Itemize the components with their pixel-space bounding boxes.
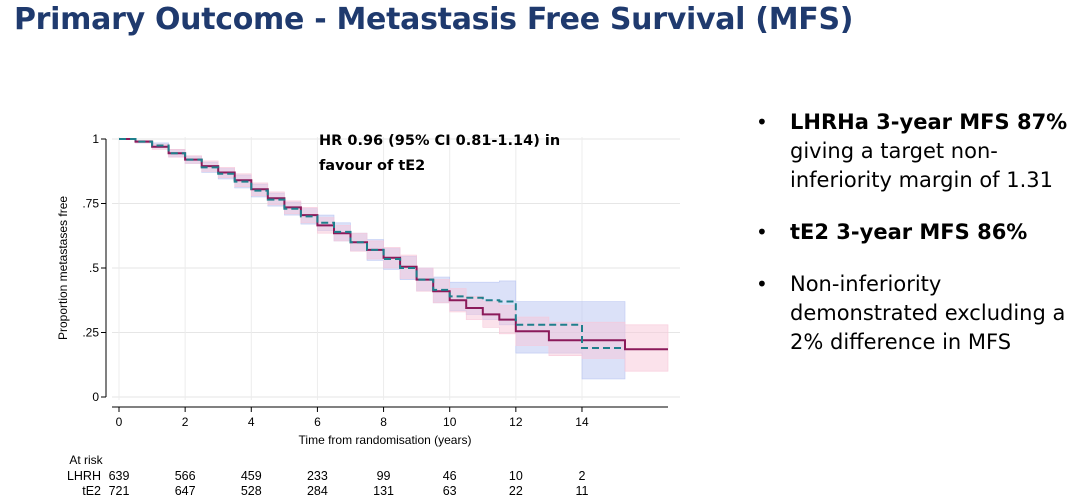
x-tick-label-4: 8 bbox=[380, 415, 387, 429]
x-axis-label: Time from randomisation (years) bbox=[299, 433, 472, 447]
at-risk-count-lhrh-2: 459 bbox=[241, 469, 262, 483]
at-risk-count-te2-4: 131 bbox=[373, 484, 394, 498]
at-risk-count-lhrh-3: 233 bbox=[307, 469, 328, 483]
at-risk-label-te2: tE2 bbox=[82, 484, 101, 498]
at-risk-count-lhrh-4: 99 bbox=[377, 469, 391, 483]
x-tick-label-7: 14 bbox=[575, 415, 589, 429]
x-tick-label-6: 12 bbox=[509, 415, 523, 429]
at-risk-count-lhrh-1: 566 bbox=[175, 469, 196, 483]
survival-curves bbox=[119, 138, 668, 351]
x-tick-label-0: 0 bbox=[116, 415, 123, 429]
ci-band-te2 bbox=[119, 138, 669, 372]
key-findings-list: • LHRHa 3-year MFS 87% giving a target no… bbox=[754, 108, 1074, 380]
curve-lhrh bbox=[119, 138, 625, 349]
hr-annotation-line-2: favour of tE2 bbox=[319, 158, 425, 174]
x-tick-label-5: 10 bbox=[443, 415, 457, 429]
y-tick-label-0: 0 bbox=[92, 390, 99, 404]
bullet-lhrha-mfs: • LHRHa 3-year MFS 87% giving a target no… bbox=[754, 108, 1074, 195]
at-risk-table: LHRH 639 566 459 233 99 46 10 2 tE2 721 647 528 284 13… bbox=[67, 469, 589, 498]
bullet-te2-mfs: • tE2 3-year MFS 86% bbox=[754, 218, 1074, 247]
y-tick-label-1: .25 bbox=[82, 326, 99, 340]
at-risk-count-te2-5: 63 bbox=[443, 484, 457, 498]
y-axis-label: Proportion metastases free bbox=[56, 196, 70, 340]
bullet-text: Non-inferiority demonstrated excluding a… bbox=[790, 272, 1066, 354]
at-risk-count-te2-1: 647 bbox=[175, 484, 196, 498]
at-risk-count-te2-6: 22 bbox=[509, 484, 523, 498]
y-tick-label-4: 1 bbox=[92, 132, 99, 146]
at-risk-title: At risk bbox=[69, 453, 103, 467]
at-risk-count-lhrh-5: 46 bbox=[443, 469, 457, 483]
km-chart: 0.25.5.751 0 2 4 6 8 10 12 14 Proportion metast… bbox=[56, 132, 680, 498]
y-tick-labels: 0 .25 .5 .75 1 bbox=[82, 132, 106, 404]
x-tick-label-3: 6 bbox=[314, 415, 321, 429]
x-tick-label-2: 4 bbox=[248, 415, 255, 429]
x-tick-labels: 0 2 4 6 8 10 12 14 bbox=[116, 407, 589, 429]
at-risk-count-te2-3: 284 bbox=[307, 484, 328, 498]
confidence-bands bbox=[119, 138, 669, 380]
at-risk-label-lhrh: LHRH bbox=[67, 469, 101, 483]
y-tick-label-3: .75 bbox=[82, 197, 99, 211]
at-risk-count-lhrh-0: 639 bbox=[109, 469, 130, 483]
bullet-non-inferiority: • Non-inferiority demonstrated excluding … bbox=[754, 270, 1074, 357]
bullet-text: giving a target non-inferiority margin o… bbox=[790, 139, 1053, 192]
slide-title: Primary Outcome - Metastasis Free Surviv… bbox=[14, 2, 854, 37]
bullet-dot-icon: • bbox=[756, 272, 768, 296]
at-risk-count-te2-2: 528 bbox=[241, 484, 262, 498]
bullet-dot-icon: • bbox=[756, 110, 768, 134]
y-tick-label-2: .5 bbox=[89, 261, 99, 275]
hr-annotation-line-1: HR 0.96 (95% CI 0.81-1.14) in bbox=[319, 133, 560, 149]
bullet-bold: LHRHa 3-year MFS 87% bbox=[790, 110, 1068, 134]
at-risk-count-lhrh-6: 10 bbox=[509, 469, 523, 483]
at-risk-count-lhrh-7: 2 bbox=[579, 469, 586, 483]
bullet-bold: tE2 3-year MFS 86% bbox=[790, 220, 1028, 244]
at-risk-count-te2-0: 721 bbox=[109, 484, 130, 498]
bullet-dot-icon: • bbox=[756, 220, 768, 244]
at-risk-count-te2-7: 11 bbox=[575, 484, 588, 498]
x-tick-label-1: 2 bbox=[182, 415, 189, 429]
